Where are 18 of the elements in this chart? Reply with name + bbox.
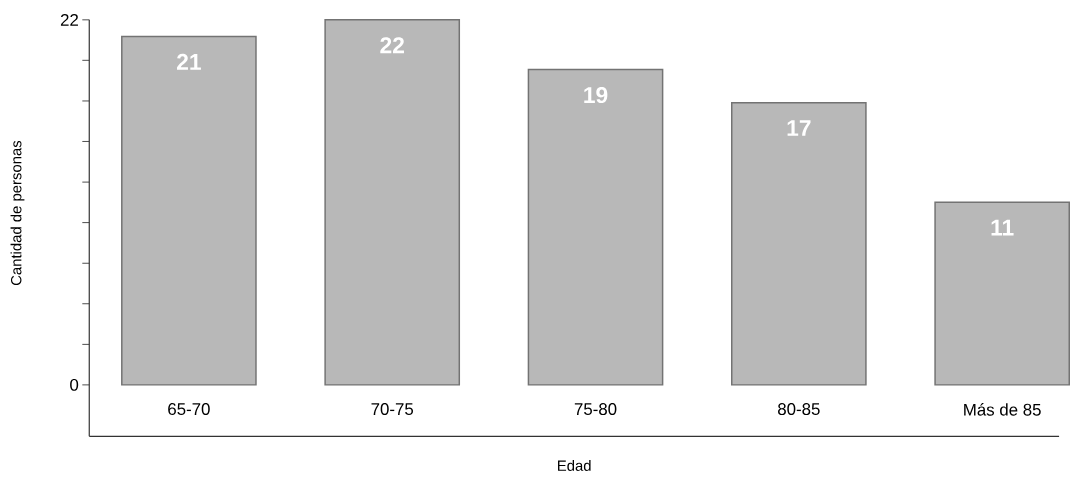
bar xyxy=(121,35,257,386)
data-label: 11 xyxy=(991,219,1014,236)
data-label: 21 xyxy=(176,53,201,70)
x-tick-label: 80-85 xyxy=(778,403,820,416)
data-label: 22 xyxy=(380,37,404,54)
x-tick-label: 65-70 xyxy=(168,403,210,416)
y-axis-title: Cantidad de personas xyxy=(10,140,25,286)
bar xyxy=(731,102,867,386)
bar xyxy=(527,68,664,386)
data-label: 17 xyxy=(787,120,811,136)
x-axis-title: Edad xyxy=(558,460,591,471)
y-tick-label: 0 xyxy=(70,378,79,391)
x-tick-label: 70-75 xyxy=(371,403,414,416)
x-tick-label: Más de 85 xyxy=(964,403,1041,416)
bar xyxy=(934,201,1070,386)
bar xyxy=(324,19,461,386)
x-tick-label: 75-80 xyxy=(574,403,617,416)
data-label: 19 xyxy=(584,87,608,104)
